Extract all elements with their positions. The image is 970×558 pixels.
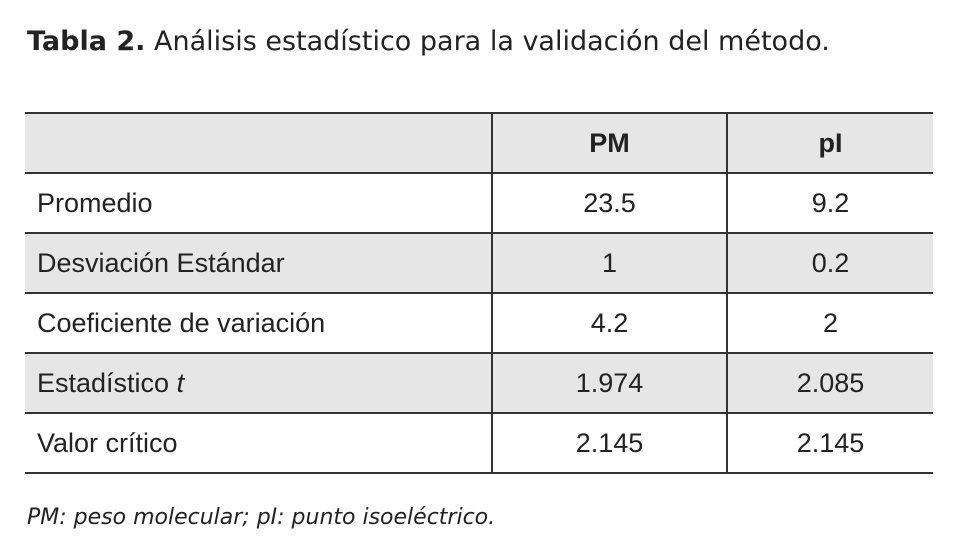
row-label: Estadístico [37, 367, 170, 398]
value-cell: 9.2 [726, 172, 933, 234]
row-label: Coeficiente de variación [37, 307, 326, 338]
row-label: Valor crítico [37, 427, 178, 458]
column-header: PM [491, 112, 727, 174]
row-label-cell: Estadístico t [25, 352, 492, 414]
table-row: Estadístico t 1.974 2.085 [25, 352, 933, 414]
row-label-cell: Valor crítico [25, 412, 492, 474]
row-label-cell: Desviación Estándar [25, 232, 492, 294]
table-title: Tabla 2. Análisis estadístico para la va… [27, 26, 830, 57]
value-cell: 4.2 [491, 292, 727, 354]
table-row: Desviación Estándar 1 0.2 [25, 232, 933, 294]
row-label: Promedio [37, 187, 153, 218]
value-cell: 2.145 [491, 412, 727, 474]
footnote: PM: peso molecular; pI: punto isoeléctri… [27, 505, 496, 530]
table-body: Promedio 23.5 9.2 Desviación Estándar 1 0.2 Co… [25, 172, 933, 474]
value-cell: 1 [491, 232, 727, 294]
row-label-cell: Coeficiente de variación [25, 292, 492, 354]
value-cell: 23.5 [491, 172, 727, 234]
value-cell: 2 [726, 292, 933, 354]
row-label-italic: t [176, 367, 185, 398]
data-table: PM pI Promedio 23.5 9.2 Desviación Estándar 1… [25, 112, 933, 474]
value-cell: 0.2 [726, 232, 933, 294]
title-label: Tabla 2. [27, 26, 146, 57]
value-cell: 2.085 [726, 352, 933, 414]
header-row: PM pI [25, 112, 933, 174]
table-row: Promedio 23.5 9.2 [25, 172, 933, 234]
column-header: pI [726, 112, 933, 174]
row-label: Desviación Estándar [37, 247, 285, 278]
title-text: Análisis estadístico para la validación … [154, 26, 830, 57]
header-empty [25, 112, 492, 174]
table-row: Valor crítico 2.145 2.145 [25, 412, 933, 474]
row-label-cell: Promedio [25, 172, 492, 234]
value-cell: 2.145 [726, 412, 933, 474]
value-cell: 1.974 [491, 352, 727, 414]
table-row: Coeficiente de variación 4.2 2 [25, 292, 933, 354]
